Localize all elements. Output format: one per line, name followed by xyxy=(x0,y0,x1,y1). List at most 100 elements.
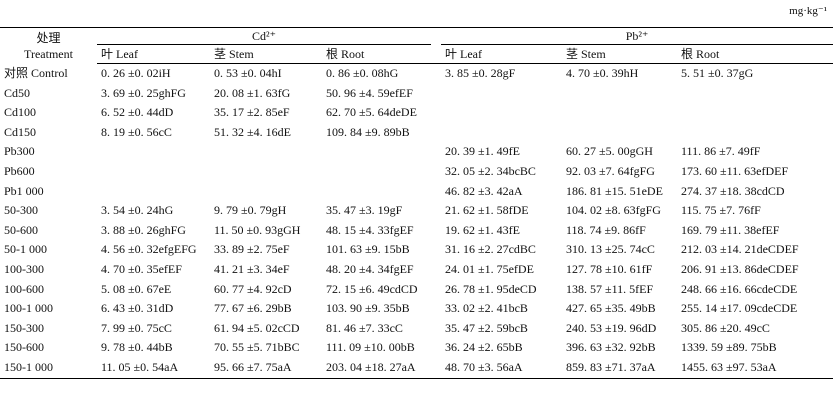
treatment-cell: 100-300 xyxy=(4,261,44,276)
column-header: 茎 Stem xyxy=(562,45,677,64)
value-cell: 60. 27 ±5. 00gGH xyxy=(566,144,653,159)
empty-cell xyxy=(210,182,322,202)
value-cell: 3. 85 ±0. 28gF xyxy=(445,66,516,80)
value-cell: 19. 62 ±1. 43fE xyxy=(445,222,520,237)
value-cell: 3. 54 ±0. 24hG xyxy=(101,203,174,218)
value-cell: 77. 67 ±6. 29bB xyxy=(214,301,292,316)
value-cell: 115. 75 ±7. 76fF xyxy=(681,203,761,218)
column-header: 叶 Leaf xyxy=(97,45,210,64)
value-cell: 50. 96 ±4. 59efEF xyxy=(326,85,413,100)
empty-cell xyxy=(562,123,677,143)
empty-cell xyxy=(677,123,833,143)
table-row: Pb300 20. 39 ±1. 49fE 60. 27 ±5. 00gGH 111.… xyxy=(0,142,833,162)
value-cell: 11. 05 ±0. 54aA xyxy=(97,357,210,379)
value-cell: 32. 05 ±2. 34bcBC xyxy=(445,163,536,178)
value-cell: 20. 08 ±1. 63fG xyxy=(214,85,291,100)
data-table: 处理 Treatment Cd²⁺ Pb²⁺ 叶 Leaf 茎 Stem 根 Roo… xyxy=(0,27,833,379)
table-row: Cd50 3. 69 ±0. 25ghFG 20. 08 ±1. 63fG 50. 9… xyxy=(0,84,833,104)
group-header: Pb²⁺ xyxy=(441,27,833,45)
treatment-cell: Cd150 xyxy=(4,124,37,139)
value-cell: 138. 57 ±11. 5fEF xyxy=(566,281,654,296)
value-cell: 427. 65 ±35. 49bB xyxy=(566,301,656,316)
empty-cell xyxy=(441,123,562,143)
group-header: Cd²⁺ xyxy=(97,27,441,45)
header-en: Treatment xyxy=(24,46,73,61)
treatment-cell: 150-300 xyxy=(4,320,44,335)
group-label: Cd²⁺ xyxy=(97,28,431,45)
value-cell: 173. 60 ±11. 63efDEF xyxy=(681,163,789,178)
empty-cell xyxy=(210,142,322,162)
value-cell: 51. 32 ±4. 16dE xyxy=(214,124,291,139)
treatment-cell: Pb600 xyxy=(4,163,35,178)
treatment-cell: 150-600 xyxy=(4,340,44,355)
value-cell: 9. 78 ±0. 44bB xyxy=(101,340,173,355)
table-row: Pb600 32. 05 ±2. 34bcBC 92. 03 ±7. 64fgFG 1… xyxy=(0,162,833,182)
value-cell: 70. 55 ±5. 71bBC xyxy=(214,340,300,355)
value-cell: 109. 84 ±9. 89bB xyxy=(326,124,410,139)
table-row: 150-600 9. 78 ±0. 44bB 70. 55 ±5. 71bBC 111… xyxy=(0,338,833,358)
value-cell: 4. 56 ±0. 32efgEFG xyxy=(101,242,197,257)
value-cell: 396. 63 ±32. 92bB xyxy=(566,340,656,355)
value-cell: 7. 99 ±0. 75cC xyxy=(101,320,172,335)
value-cell: 203. 04 ±18. 27aA xyxy=(322,357,441,379)
value-cell: 118. 74 ±9. 86fF xyxy=(566,222,646,237)
value-cell: 8. 19 ±0. 56cC xyxy=(101,124,172,139)
empty-cell xyxy=(562,103,677,123)
value-cell: 248. 66 ±16. 66cdeCDE xyxy=(681,281,798,296)
value-cell: 46. 82 ±3. 42aA xyxy=(445,183,523,198)
value-cell: 95. 66 ±7. 75aA xyxy=(210,357,322,379)
value-cell: 60. 77 ±4. 92cD xyxy=(214,281,292,296)
empty-cell xyxy=(677,84,833,104)
header-cn: 处理 xyxy=(36,30,61,45)
value-cell: 31. 16 ±2. 27cdBC xyxy=(445,242,536,257)
treatment-header: 处理 Treatment xyxy=(0,27,97,64)
table-row: 150-300 7. 99 ±0. 75cC 61. 94 ±5. 02cCD 81.… xyxy=(0,319,833,339)
value-cell: 3. 69 ±0. 25ghFG xyxy=(101,85,186,100)
empty-cell xyxy=(97,182,210,202)
value-cell: 4. 70 ±0. 35efEF xyxy=(101,261,182,276)
table-row: 50-600 3. 88 ±0. 26ghFG 11. 50 ±0. 93gGH 48… xyxy=(0,221,833,241)
value-cell: 24. 01 ±1. 75efDE xyxy=(445,261,534,276)
value-cell: 3. 88 ±0. 26ghFG xyxy=(101,222,186,237)
value-cell: 92. 03 ±7. 64fgFG xyxy=(566,163,655,178)
treatment-cell: Cd100 xyxy=(4,105,37,120)
value-cell: 127. 78 ±10. 61fF xyxy=(566,261,653,276)
value-cell: 6. 52 ±0. 44dD xyxy=(101,105,174,120)
value-cell: 48. 70 ±3. 56aA xyxy=(441,357,562,379)
value-cell: 26. 78 ±1. 95deCD xyxy=(445,281,537,296)
column-header: 根 Root xyxy=(322,45,441,64)
unit: mg·kg⁻¹ xyxy=(789,5,827,17)
table-row: 100-600 5. 08 ±0. 67eE 60. 77 ±4. 92cD 72. … xyxy=(0,280,833,300)
value-cell: 103. 90 ±9. 35bB xyxy=(326,301,410,316)
value-cell: 9. 79 ±0. 79gH xyxy=(214,203,287,218)
table-row: 100-300 4. 70 ±0. 35efEF 41. 21 ±3. 34eF 48… xyxy=(0,260,833,280)
value-cell: 0. 86 ±0. 08hG xyxy=(326,66,399,80)
table-row: Cd100 6. 52 ±0. 44dD 35. 17 ±2. 85eF 62. 70… xyxy=(0,103,833,123)
treatment-cell: 150-1 000 xyxy=(0,357,97,379)
treatment-cell: 100-1 000 xyxy=(4,301,53,316)
value-cell: 169. 79 ±11. 38efEF xyxy=(681,222,780,237)
value-cell: 206. 91 ±13. 86deCDEF xyxy=(681,261,799,276)
value-cell: 48. 20 ±4. 34fgEF xyxy=(326,261,414,276)
value-cell: 11. 50 ±0. 93gGH xyxy=(214,222,301,237)
empty-cell xyxy=(97,142,210,162)
table-row: 50-300 3. 54 ±0. 24hG 9. 79 ±0. 79gH 35. 47… xyxy=(0,201,833,221)
treatment-cell: Pb1 000 xyxy=(4,183,44,198)
column-header: 根 Root xyxy=(677,45,833,64)
value-cell: 255. 14 ±17. 09cdeCDE xyxy=(681,301,798,316)
empty-cell xyxy=(210,162,322,182)
table-row: 50-1 000 4. 56 ±0. 32efgEFG 33. 89 ±2. 75e… xyxy=(0,240,833,260)
empty-cell xyxy=(441,84,562,104)
empty-cell xyxy=(322,142,441,162)
value-cell: 859. 83 ±71. 37aA xyxy=(562,357,677,379)
treatment-cell: 50-1 000 xyxy=(4,242,47,257)
value-cell: 0. 53 ±0. 04hI xyxy=(214,66,282,80)
empty-cell xyxy=(97,162,210,182)
value-cell: 36. 24 ±2. 65bB xyxy=(445,340,523,355)
value-cell: 305. 86 ±20. 49cC xyxy=(681,320,770,335)
value-cell: 33. 89 ±2. 75eF xyxy=(214,242,290,257)
value-cell: 240. 53 ±19. 96dD xyxy=(566,320,657,335)
empty-cell xyxy=(441,103,562,123)
treatment-cell: 100-600 xyxy=(4,281,44,296)
